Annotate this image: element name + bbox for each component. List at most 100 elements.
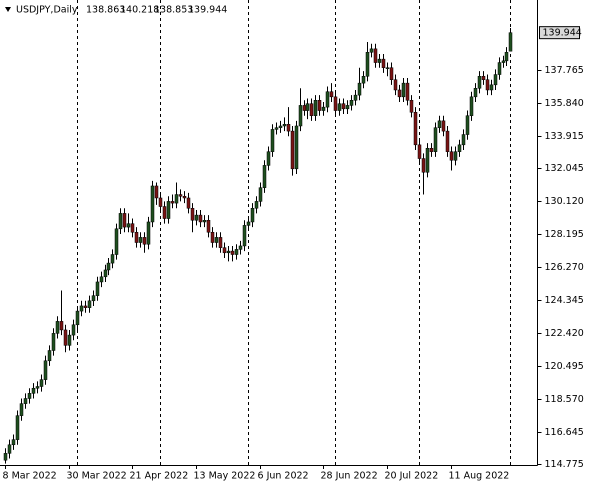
candle-body [150, 185, 155, 223]
candle-body [313, 100, 318, 116]
candle-body [214, 237, 219, 243]
candle-body [39, 379, 44, 387]
candle-body [230, 250, 235, 255]
candle-body [337, 103, 342, 111]
candle-body [67, 334, 72, 346]
candle-body [170, 201, 175, 204]
candle-body [166, 201, 171, 219]
candle-body [457, 144, 462, 152]
candle-body [63, 329, 68, 346]
candle-body [373, 48, 378, 63]
x-tick-label: 20 Jul 2022 [385, 471, 439, 482]
candle-body [302, 105, 307, 111]
y-tick-label: 132.045 [545, 163, 584, 174]
candle-body [282, 124, 287, 127]
candle-body [95, 281, 100, 296]
header-arrow [5, 7, 11, 12]
y-tick-label: 122.420 [545, 328, 584, 339]
candle-body [481, 76, 486, 80]
x-tick-label: 6 Jun 2022 [258, 471, 309, 482]
candle-body [449, 151, 454, 161]
candle-body [465, 115, 470, 135]
candle-body [325, 91, 330, 108]
candle-body [75, 310, 80, 326]
candle-body [250, 207, 255, 223]
candle-body [222, 247, 227, 254]
candle-body [429, 148, 434, 152]
candle-body [106, 262, 111, 271]
candle-body [385, 67, 390, 69]
candle-body [473, 88, 478, 98]
candle-body [11, 439, 16, 446]
candle-body [417, 144, 422, 159]
candle-body [234, 249, 239, 255]
candle-body [441, 120, 446, 132]
candle-body [110, 254, 115, 264]
candle-body [242, 225, 247, 247]
y-tick-label: 128.195 [545, 229, 584, 240]
candle-body [198, 214, 203, 223]
x-tick-label: 11 Aug 2022 [449, 471, 510, 482]
candle-body [71, 324, 76, 336]
y-tick-label: 135.840 [545, 98, 584, 109]
candle-body [413, 112, 418, 146]
candle-body [79, 305, 84, 312]
candle-body [258, 187, 263, 202]
candle-body [83, 305, 88, 308]
candle-body [290, 130, 295, 170]
candle-body [158, 197, 163, 207]
candle-body [226, 250, 231, 254]
candle-body [409, 100, 414, 113]
candle-body [469, 96, 474, 116]
candle-body [238, 245, 243, 250]
candle-body [114, 228, 119, 255]
candle-body [477, 76, 482, 89]
candle-body [202, 219, 207, 223]
candle-body [134, 231, 139, 243]
candle-body [99, 276, 104, 283]
candle-body [357, 82, 362, 96]
candle-body [317, 100, 322, 111]
candle-body [461, 134, 466, 146]
candle-body [206, 219, 211, 233]
candle-body [59, 321, 64, 331]
candle-body [254, 201, 259, 209]
candle-body [27, 393, 32, 399]
candle-body [178, 194, 183, 197]
candle-body [23, 398, 28, 404]
candle-body [353, 94, 358, 101]
candle-body [274, 127, 279, 130]
price-label-box [539, 26, 580, 40]
candle-body [361, 76, 366, 84]
candle-body [504, 52, 509, 62]
candle-body [397, 89, 402, 98]
price-label: 139.944 [543, 28, 582, 39]
candle-body [3, 453, 8, 461]
candle-body [329, 91, 334, 98]
candle-body [278, 125, 283, 128]
candle-body [43, 360, 48, 380]
candle-body [489, 84, 494, 91]
y-tick-label: 116.645 [545, 427, 584, 438]
candle-body [130, 223, 135, 233]
candle-body [493, 74, 498, 86]
candle-body [91, 295, 96, 302]
candle-body [309, 103, 314, 116]
x-tick-label: 28 Jun 2022 [321, 471, 378, 482]
candle-body [146, 221, 151, 245]
candle-body [365, 52, 370, 77]
header-close: 139.944 [188, 5, 227, 16]
x-tick-label: 21 Apr 2022 [130, 471, 189, 482]
candle-body [246, 221, 251, 226]
candle-body [194, 214, 199, 221]
candle-body [369, 48, 374, 53]
candle-body [103, 269, 108, 278]
candle-body [138, 237, 143, 243]
candle-body [154, 185, 159, 199]
candle-body [174, 194, 179, 204]
y-tick-label: 130.120 [545, 196, 584, 207]
y-tick-label: 124.345 [545, 295, 584, 306]
candle-body [210, 231, 215, 243]
